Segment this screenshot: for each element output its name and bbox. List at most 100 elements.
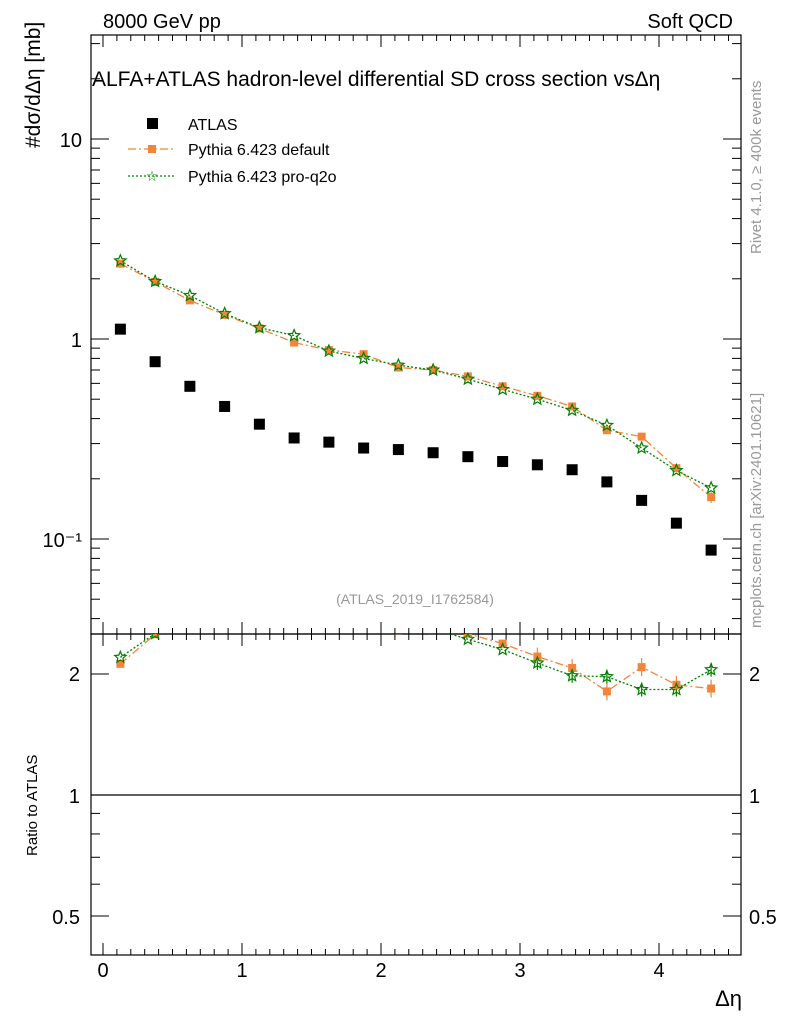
legend-label-pythia-proq2o: Pythia 6.423 pro-q2o	[188, 169, 337, 186]
ratio-point-pythia-proq2o	[599, 669, 615, 683]
point-atlas	[358, 442, 370, 454]
ratio-point-pythia-proq2o	[323, 606, 334, 617]
ratio-point-pythia-proq2o	[219, 603, 230, 614]
point-pythia-default	[672, 464, 681, 473]
ratio-point-pythia-proq2o	[113, 649, 128, 664]
ratio-point-pythia-proq2o	[184, 607, 195, 618]
ratio-y-tick-label-1: 1	[69, 786, 80, 808]
ratio-point-pythia-default	[290, 599, 298, 607]
ratio-point-pythia-proq2o	[254, 595, 265, 606]
point-atlas	[601, 476, 613, 488]
ratio-point-pythia-default	[325, 606, 333, 614]
point-pythia-proq2o	[703, 480, 719, 495]
ratio-point-pythia-proq2o	[703, 662, 719, 676]
point-pythia-proq2o	[669, 462, 684, 477]
x-tick-label-4: 4	[653, 960, 664, 982]
ratio-y-tick-label-right-2: 2	[749, 664, 760, 686]
ratio-point-pythia-proq2o	[150, 634, 160, 640]
point-pythia-proq2o	[147, 273, 163, 288]
ratio-y-tick-label-2: 2	[69, 664, 80, 686]
ratio-point-pythia-proq2o	[428, 634, 438, 635]
point-atlas	[184, 380, 196, 392]
point-pythia-default	[533, 391, 542, 400]
point-atlas	[705, 544, 717, 556]
main-axis-ticks	[91, 35, 741, 634]
plot-title: ALFA+ATLAS hadron-level differential SD …	[92, 68, 660, 91]
ratio-line-pythia-default	[119, 634, 712, 693]
point-atlas	[149, 356, 161, 368]
ratio-point-pythia-default	[255, 599, 263, 607]
legend-marker-atlas	[147, 118, 158, 129]
point-pythia-proq2o	[391, 357, 406, 372]
ratio-point-pythia-default	[116, 659, 125, 668]
ratio-series-layer	[113, 583, 719, 701]
point-pythia-default	[324, 346, 333, 355]
point-pythia-proq2o	[182, 287, 198, 302]
point-pythia-default	[290, 338, 299, 347]
x-tick-label-1: 1	[236, 960, 247, 982]
analysis-watermark: (ATLAS_2019_I1762584)	[336, 591, 494, 607]
point-pythia-proq2o	[460, 371, 476, 386]
ratio-point-pythia-proq2o	[393, 620, 404, 631]
rivet-version-label: Rivet 4.1.0, ≥ 400k events	[748, 81, 765, 254]
legend-marker-pythia-default	[148, 145, 156, 153]
point-pythia-proq2o	[286, 328, 302, 342]
point-atlas	[427, 447, 439, 459]
y-tick-label-1: 1	[71, 330, 82, 352]
y-axis-title: #dσ/dΔη [mb]	[22, 22, 45, 148]
ratio-point-pythia-proq2o	[669, 681, 684, 696]
point-pythia-proq2o	[252, 320, 267, 334]
x-tick-label-3: 3	[514, 960, 525, 982]
y-tick-label-0.1: 10⁻¹	[43, 530, 83, 552]
point-pythia-default	[359, 350, 368, 359]
point-pythia-default	[151, 277, 160, 286]
ratio-point-pythia-default	[602, 687, 611, 696]
ratio-point-pythia-proq2o	[530, 655, 545, 670]
point-pythia-default	[498, 382, 507, 391]
point-atlas	[392, 444, 404, 456]
ratio-point-pythia-default	[186, 618, 194, 626]
point-pythia-default	[220, 310, 229, 319]
point-atlas	[288, 432, 300, 444]
point-atlas	[323, 436, 335, 448]
line-pythia-default	[120, 263, 712, 498]
legend-label-atlas: ATLAS	[188, 117, 238, 134]
ratio-y-tick-label-right-0.5: 0.5	[749, 907, 777, 929]
legend-label-pythia-default: Pythia 6.423 default	[188, 142, 330, 159]
point-pythia-default	[429, 365, 438, 374]
ratio-point-pythia-proq2o	[288, 583, 299, 594]
ratio-point-pythia-proq2o	[564, 668, 580, 682]
ratio-point-pythia-default	[221, 607, 229, 615]
point-pythia-default	[568, 402, 577, 411]
point-pythia-proq2o	[564, 402, 580, 417]
ratio-point-pythia-default	[463, 634, 472, 638]
point-pythia-proq2o	[599, 417, 615, 432]
point-atlas	[219, 400, 231, 412]
x-tick-label-2: 2	[375, 960, 386, 982]
point-pythia-proq2o	[634, 440, 649, 455]
ratio-point-pythia-default	[429, 625, 437, 633]
ratio-line-pythia-proq2o	[120, 634, 712, 691]
mcplots-reference-label: mcplots.cern.ch [arXiv:2401.10621]	[748, 393, 765, 628]
ratio-point-pythia-default	[637, 663, 646, 672]
point-atlas	[462, 451, 474, 463]
ratio-point-pythia-default	[394, 634, 403, 635]
y-tick-label-10: 10	[60, 130, 82, 152]
ratio-point-pythia-proq2o	[634, 681, 649, 696]
ratio-point-pythia-default	[707, 684, 716, 693]
point-atlas	[636, 494, 648, 506]
x-axis-title: Δη	[715, 986, 742, 1011]
point-pythia-proq2o	[356, 350, 371, 365]
ratio-y-axis-title: Ratio to ATLAS	[24, 755, 41, 856]
point-atlas	[670, 517, 682, 529]
point-atlas	[114, 323, 126, 335]
point-pythia-proq2o	[321, 343, 337, 358]
x-tick-label-0: 0	[97, 960, 108, 982]
point-pythia-default	[637, 432, 646, 441]
legend: ATLAS Pythia 6.423 default ☆ Pythia 6.42…	[128, 117, 337, 186]
point-pythia-proq2o	[530, 391, 545, 406]
main-series-layer	[113, 253, 719, 556]
ratio-y-tick-label-0.5: 0.5	[52, 907, 80, 929]
point-pythia-default	[255, 324, 264, 333]
